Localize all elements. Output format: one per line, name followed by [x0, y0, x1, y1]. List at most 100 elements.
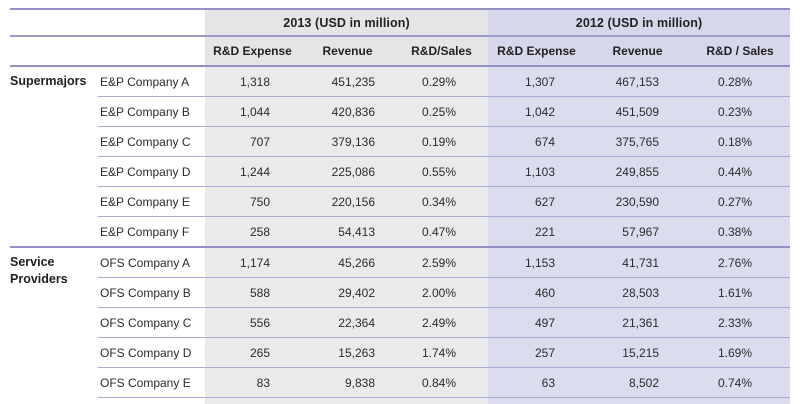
pct-2012-cell: 0.74%: [690, 367, 790, 398]
table-row: OFS Company C 556 22,364 2.49% 497 21,36…: [10, 307, 790, 338]
rev-2013-cell: 54,413: [300, 216, 395, 248]
rd-2012-cell: 1,042: [488, 96, 585, 127]
company-cell: E&P Company F: [98, 216, 205, 248]
table-row: E&P Company F 258 54,413 0.47% 221 57,96…: [10, 216, 790, 248]
rev-2012-cell: 451,509: [585, 96, 690, 127]
rd-2013-cell: 1,174: [205, 247, 300, 278]
rd-2012-cell: 1,307: [488, 66, 585, 97]
company-cell: E&P Company D: [98, 156, 205, 187]
rev-2012-cell: 8,502: [585, 367, 690, 398]
table-row: OFS Company E 83 9,838 0.84% 63 8,502 0.…: [10, 367, 790, 398]
rev-2012-cell: 15,215: [585, 337, 690, 368]
pct-2012-cell: 2.33%: [690, 307, 790, 338]
rev-2013-cell: 379,136: [300, 126, 395, 157]
rd-2012-cell: 674: [488, 126, 585, 157]
company-cell: E&P Company E: [98, 186, 205, 217]
rd-2012-cell: 1,103: [488, 156, 585, 187]
pct-2013-cell: 0.34%: [395, 186, 488, 217]
rev-2013-cell: 420,836: [300, 96, 395, 127]
group-label-service-providers: Service Providers: [10, 247, 98, 404]
pct-2012-cell: 0.23%: [690, 96, 790, 127]
col-header-rev-2013: Revenue: [300, 36, 395, 67]
rev-2013-cell: 15,263: [300, 337, 395, 368]
pct-2013-cell: 0.55%: [395, 156, 488, 187]
year-2013-header: 2013 (USD in million): [205, 8, 488, 37]
pct-2013-cell: 1.74%: [395, 337, 488, 368]
rev-2013-cell: 7,126: [300, 397, 395, 404]
rd-comparison-table-wrapper: 2013 (USD in million) 2012 (USD in milli…: [10, 8, 790, 404]
pct-2012-cell: 1.61%: [690, 277, 790, 308]
rev-2012-cell: 21,361: [585, 307, 690, 338]
table-row: E&P Company E 750 220,156 0.34% 627 230,…: [10, 186, 790, 217]
pct-2013-cell: 0.29%: [395, 66, 488, 97]
year-header-row: 2013 (USD in million) 2012 (USD in milli…: [10, 8, 790, 37]
rd-2012-cell: 257: [488, 337, 585, 368]
rd-2013-cell: 588: [205, 277, 300, 308]
rd-2012-cell: 460: [488, 277, 585, 308]
pct-2013-cell: 2.00%: [395, 277, 488, 308]
rd-2013-cell: 83: [205, 367, 300, 398]
rev-2012-cell: 57,967: [585, 216, 690, 248]
table-row: Service Providers OFS Company A 1,174 45…: [10, 247, 790, 404]
pct-2012-cell: 1.69%: [690, 337, 790, 368]
rev-2012-cell: 467,153: [585, 66, 690, 97]
rd-2013-cell: 750: [205, 186, 300, 217]
table-row: OFS Company B 588 29,402 2.00% 460 28,50…: [10, 277, 790, 308]
company-cell: OFS Company E: [98, 367, 205, 398]
pct-2012-cell: 1.90%: [690, 397, 790, 404]
pct-2012-cell: 0.18%: [690, 126, 790, 157]
rev-2013-cell: 29,402: [300, 277, 395, 308]
rd-2013-cell: 258: [205, 216, 300, 248]
rd-2012-cell: 627: [488, 186, 585, 217]
rd-2013-cell: 1,244: [205, 156, 300, 187]
rd-2013-cell: 112: [205, 397, 300, 404]
rd-2013-cell: 1,044: [205, 96, 300, 127]
col-header-rd-2012: R&D Expense: [488, 36, 585, 67]
rev-2013-cell: 45,266: [300, 247, 395, 278]
col-header-rev-2012: Revenue: [585, 36, 690, 67]
pct-2012-cell: 0.44%: [690, 156, 790, 187]
rev-2013-cell: 451,235: [300, 66, 395, 97]
rev-2013-cell: 220,156: [300, 186, 395, 217]
col-header-pct-2012: R&D / Sales: [690, 36, 790, 67]
rev-2012-cell: 249,855: [585, 156, 690, 187]
rev-2012-cell: 375,765: [585, 126, 690, 157]
company-cell: OFS Company C: [98, 307, 205, 338]
rd-2013-cell: 265: [205, 337, 300, 368]
rd-2013-cell: 1,318: [205, 66, 300, 97]
rd-2012-cell: 221: [488, 216, 585, 248]
rd-2012-cell: 63: [488, 367, 585, 398]
company-cell: E&P Company B: [98, 96, 205, 127]
corner-cell: [10, 36, 205, 67]
pct-2013-cell: 0.84%: [395, 367, 488, 398]
table-row: OFS Company F 112 7,126 1.58% 117 6,151 …: [10, 397, 790, 404]
company-cell: OFS Company B: [98, 277, 205, 308]
table-row: OFS Company D 265 15,263 1.74% 257 15,21…: [10, 337, 790, 368]
rd-2012-cell: 117: [488, 397, 585, 404]
company-cell: E&P Company A: [98, 66, 205, 97]
rev-2013-cell: 225,086: [300, 156, 395, 187]
group-label-supermajors: Supermajors: [10, 66, 98, 248]
pct-2013-cell: 1.58%: [395, 397, 488, 404]
rev-2013-cell: 22,364: [300, 307, 395, 338]
rev-2012-cell: 230,590: [585, 186, 690, 217]
table-row: E&P Company B 1,044 420,836 0.25% 1,042 …: [10, 96, 790, 127]
company-cell: OFS Company D: [98, 337, 205, 368]
company-cell: E&P Company C: [98, 126, 205, 157]
table-row: E&P Company C 707 379,136 0.19% 674 375,…: [10, 126, 790, 157]
pct-2012-cell: 0.38%: [690, 216, 790, 248]
rev-2012-cell: 41,731: [585, 247, 690, 278]
corner-cell: [10, 8, 205, 37]
year-2012-header: 2012 (USD in million): [488, 8, 790, 37]
company-cell: OFS Company A: [98, 247, 205, 278]
rev-2013-cell: 9,838: [300, 367, 395, 398]
pct-2012-cell: 0.27%: [690, 186, 790, 217]
column-header-row: R&D Expense Revenue R&D/Sales R&D Expens…: [10, 36, 790, 67]
pct-2013-cell: 0.25%: [395, 96, 488, 127]
pct-2012-cell: 0.28%: [690, 66, 790, 97]
table-row: E&P Company D 1,244 225,086 0.55% 1,103 …: [10, 156, 790, 187]
rd-2012-cell: 497: [488, 307, 585, 338]
table-row: Supermajors E&P Company A 1,318 451,235 …: [10, 66, 790, 248]
pct-2013-cell: 0.19%: [395, 126, 488, 157]
company-cell: OFS Company F: [98, 397, 205, 404]
